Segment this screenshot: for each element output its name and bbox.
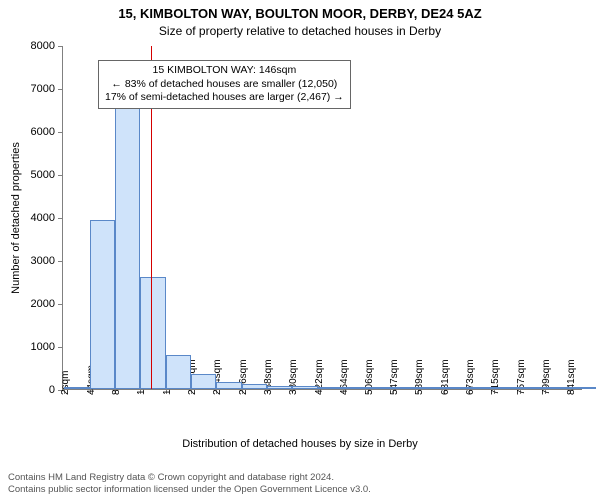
histogram-bar [140,277,165,389]
x-tick-label: 2sqm [60,371,71,395]
y-tick-label: 8000 [31,40,55,52]
y-tick [58,304,63,305]
footer-line-2: Contains public sector information licen… [8,484,371,496]
x-tick-label: 506sqm [364,359,375,395]
annotation-line-3: 17% of semi-detached houses are larger (… [105,91,344,105]
x-tick-label: 589sqm [414,359,425,395]
y-tick-label: 7000 [31,83,55,95]
histogram-bar [242,384,267,389]
histogram-bar [520,387,545,389]
y-tick-label: 5000 [31,169,55,181]
x-tick-label: 841sqm [566,359,577,395]
annotation-box: 15 KIMBOLTON WAY: 146sqm ← 83% of detach… [98,60,351,109]
histogram-bar [545,387,570,389]
y-tick-label: 3000 [31,255,55,267]
y-axis-label: Number of detached properties [10,142,22,294]
chart-container: 15, KIMBOLTON WAY, BOULTON MOOR, DERBY, … [0,0,600,500]
x-tick-label: 296sqm [238,359,249,395]
histogram-bar [191,374,216,389]
y-tick-label: 4000 [31,212,55,224]
histogram-bar [292,386,317,389]
x-tick-label: 715sqm [490,359,501,395]
y-tick [58,132,63,133]
histogram-bar [393,387,418,389]
histogram-bar [267,386,292,389]
x-tick-label: 799sqm [541,359,552,395]
chart-title-main: 15, KIMBOLTON WAY, BOULTON MOOR, DERBY, … [0,6,600,21]
y-tick [58,46,63,47]
histogram-bar [343,387,368,389]
y-tick [58,218,63,219]
histogram-bar [418,387,443,389]
x-tick-label: 338sqm [263,359,274,395]
histogram-bar [318,387,343,389]
histogram-bar [469,387,494,389]
plot-area: 0100020003000400050006000700080002sqm44s… [62,46,582,390]
annotation-line-1: 15 KIMBOLTON WAY: 146sqm [105,64,344,78]
y-tick [58,89,63,90]
histogram-bar [368,387,393,389]
footer-line-1: Contains HM Land Registry data © Crown c… [8,472,371,484]
footer-attribution: Contains HM Land Registry data © Crown c… [8,472,371,496]
histogram-bar [444,387,469,389]
histogram-bar [90,220,115,389]
histogram-bar [570,387,595,389]
y-tick [58,261,63,262]
x-tick-label: 380sqm [288,359,299,395]
histogram-bar [166,355,191,389]
y-tick [58,175,63,176]
x-tick-label: 464sqm [339,359,350,395]
x-tick-label: 631sqm [440,359,451,395]
annotation-line-2: ← 83% of detached houses are smaller (12… [105,78,344,92]
x-axis-label: Distribution of detached houses by size … [0,438,600,450]
x-tick-label: 547sqm [389,359,400,395]
y-tick [58,347,63,348]
y-tick-label: 0 [49,384,55,396]
histogram-bar [494,387,519,389]
histogram-bar [115,97,140,389]
chart-title-sub: Size of property relative to detached ho… [0,24,600,38]
y-tick-label: 2000 [31,298,55,310]
histogram-bar [216,382,241,389]
x-tick-label: 673sqm [465,359,476,395]
x-tick-label: 757sqm [516,359,527,395]
y-tick-label: 6000 [31,126,55,138]
x-tick-label: 422sqm [314,359,325,395]
y-tick-label: 1000 [31,341,55,353]
histogram-bar [64,387,89,389]
